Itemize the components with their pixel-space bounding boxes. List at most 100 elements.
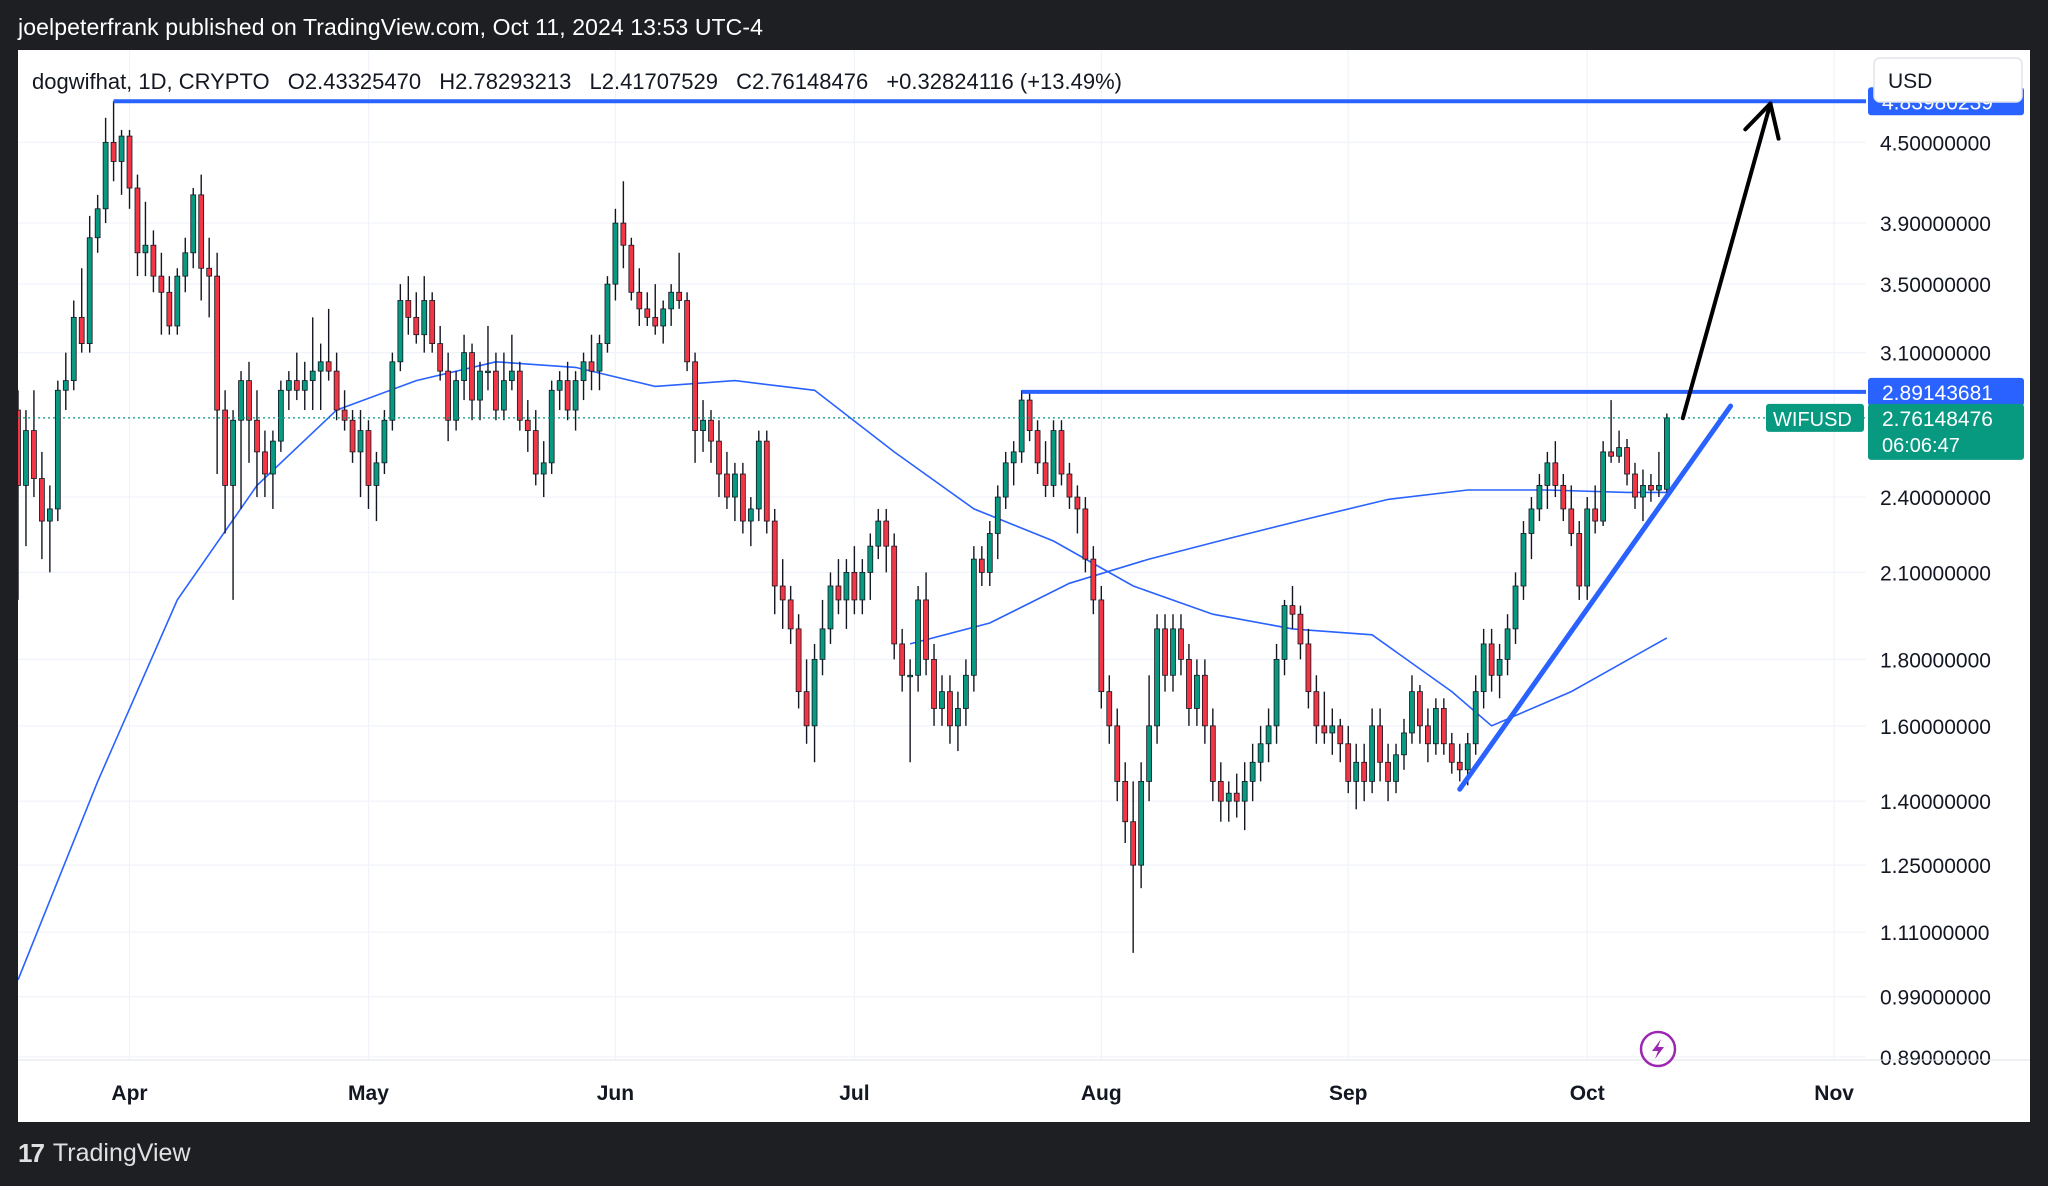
candle-body [1393,754,1399,782]
candle-body [1552,462,1559,486]
candle [1313,675,1320,744]
candle [1456,743,1463,782]
candle [429,292,436,353]
candle [190,188,197,269]
candle-body [1361,761,1368,782]
candle [1122,762,1129,844]
candle-body [660,308,667,327]
candle [636,268,643,326]
candle-body [1520,533,1527,587]
candle-body [1640,485,1646,498]
candle [1496,643,1503,699]
candle [1385,743,1391,802]
candle [1002,451,1009,509]
candle-body [214,275,221,411]
candle [628,237,635,301]
candle-body [262,451,268,475]
candle-body [1584,508,1591,587]
y-tick-label: 0.99000000 [1880,987,1991,1010]
candle [1066,462,1073,509]
candle-body [158,275,165,293]
candle [493,352,499,421]
candle [453,371,459,431]
candle-body [39,478,45,522]
candle-body [190,194,197,254]
candle [1249,743,1256,802]
candle [787,585,794,644]
candle-body [811,658,818,727]
candle [413,292,420,344]
candle-body [1178,628,1184,660]
candle [15,390,21,600]
candle [556,371,563,411]
x-tick-label: Nov [1814,1082,1854,1105]
candle-body [94,208,101,239]
candle-body [445,370,452,421]
candle [1289,585,1296,629]
candle-body [1425,725,1431,745]
candle [1321,691,1328,744]
candle [1337,718,1344,763]
lightning-icon[interactable] [1639,1030,1677,1068]
candle [134,174,141,277]
candle [1480,628,1487,709]
candle-body [1456,761,1463,771]
currency-button[interactable]: USD [1873,57,2023,103]
candle-body [947,691,953,727]
candle-body [1321,725,1328,734]
candle [1034,420,1041,475]
candle [1576,521,1583,600]
candle-body [1632,473,1638,498]
candle-body [1560,485,1567,510]
candle [644,292,651,326]
candle [1656,451,1662,498]
candle-body [859,571,866,601]
price-tag-text: 2.89143681 [1882,382,1993,405]
candle-body [349,419,356,453]
candle-body [1401,732,1407,756]
candle [811,643,818,763]
candle-body [1624,447,1630,475]
candle [1616,430,1622,463]
candle [142,201,149,277]
candle-body [1090,558,1097,601]
candle [54,380,61,522]
candle [716,420,722,498]
candle-body [1249,761,1256,782]
candle-body [1600,451,1607,522]
candle [270,430,276,509]
candle [39,451,45,560]
candle-body [206,267,213,277]
symbol-tag-bg [1766,403,1864,432]
candle-body [453,380,459,421]
candle-body [134,187,141,254]
candle-body [1440,708,1447,745]
legend-low: L2.41707529 [589,69,717,94]
candle [923,572,929,676]
candle [588,334,595,391]
candle [325,308,332,381]
candle-body [1170,628,1176,676]
candle [907,659,914,763]
candle-body [1369,725,1376,782]
candle [1297,605,1304,660]
candle [277,380,284,452]
candle-body [461,352,467,382]
y-tick-label: 4.50000000 [1880,132,1991,155]
candle [1090,546,1097,615]
candle [763,430,770,534]
candle-body [333,370,340,411]
candle [1345,725,1352,794]
candle-body [485,370,491,374]
candle-body [1417,691,1423,727]
candle [843,559,850,629]
candle-body [652,316,659,327]
candle [1361,743,1368,802]
candle-body [1663,417,1670,490]
candle [62,352,69,411]
price-chart[interactable]: 0.89000000 0.99000000 1.11000000 1.25000000… [15,50,2030,1122]
candle-body [493,370,499,411]
chart-panel: 0.89000000 0.99000000 1.11000000 1.25000000… [15,50,2030,1122]
currency-label: USD [1888,70,1932,93]
candle [1584,497,1591,600]
